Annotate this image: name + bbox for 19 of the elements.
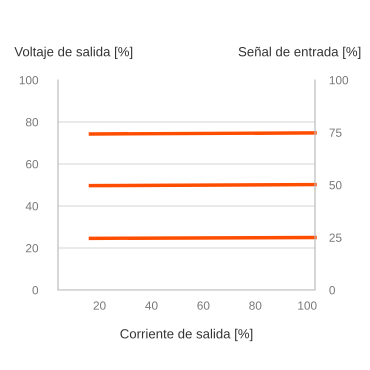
y2-tick-label: 50: [329, 181, 342, 190]
y-axis-title: Voltaje de salida [%]: [14, 46, 132, 59]
x-tick-label: 80: [249, 301, 262, 310]
x-tick-label: 20: [94, 301, 106, 310]
y-tick-label: 20: [26, 244, 38, 252]
y-tick-label: 0: [32, 286, 38, 294]
y-tick-label: 40: [26, 202, 38, 210]
y2-tick-label: 75: [329, 128, 342, 137]
y-tick-label: 80: [26, 118, 38, 126]
x-axis-title: Corriente de salida [%]: [120, 328, 252, 342]
y2-axis-title: Señal de entrada [%]: [238, 46, 360, 59]
x-tick-label: 100: [298, 301, 317, 310]
y2-tick-label: 0: [329, 286, 335, 294]
y2-tick-label: 100: [330, 76, 348, 84]
y-tick-label: 60: [26, 160, 38, 168]
y-tick-label: 100: [20, 76, 38, 84]
x-tick-label: 60: [197, 301, 210, 310]
x-tick-label: 40: [145, 301, 158, 310]
y2-tick-label: 25: [329, 234, 342, 242]
